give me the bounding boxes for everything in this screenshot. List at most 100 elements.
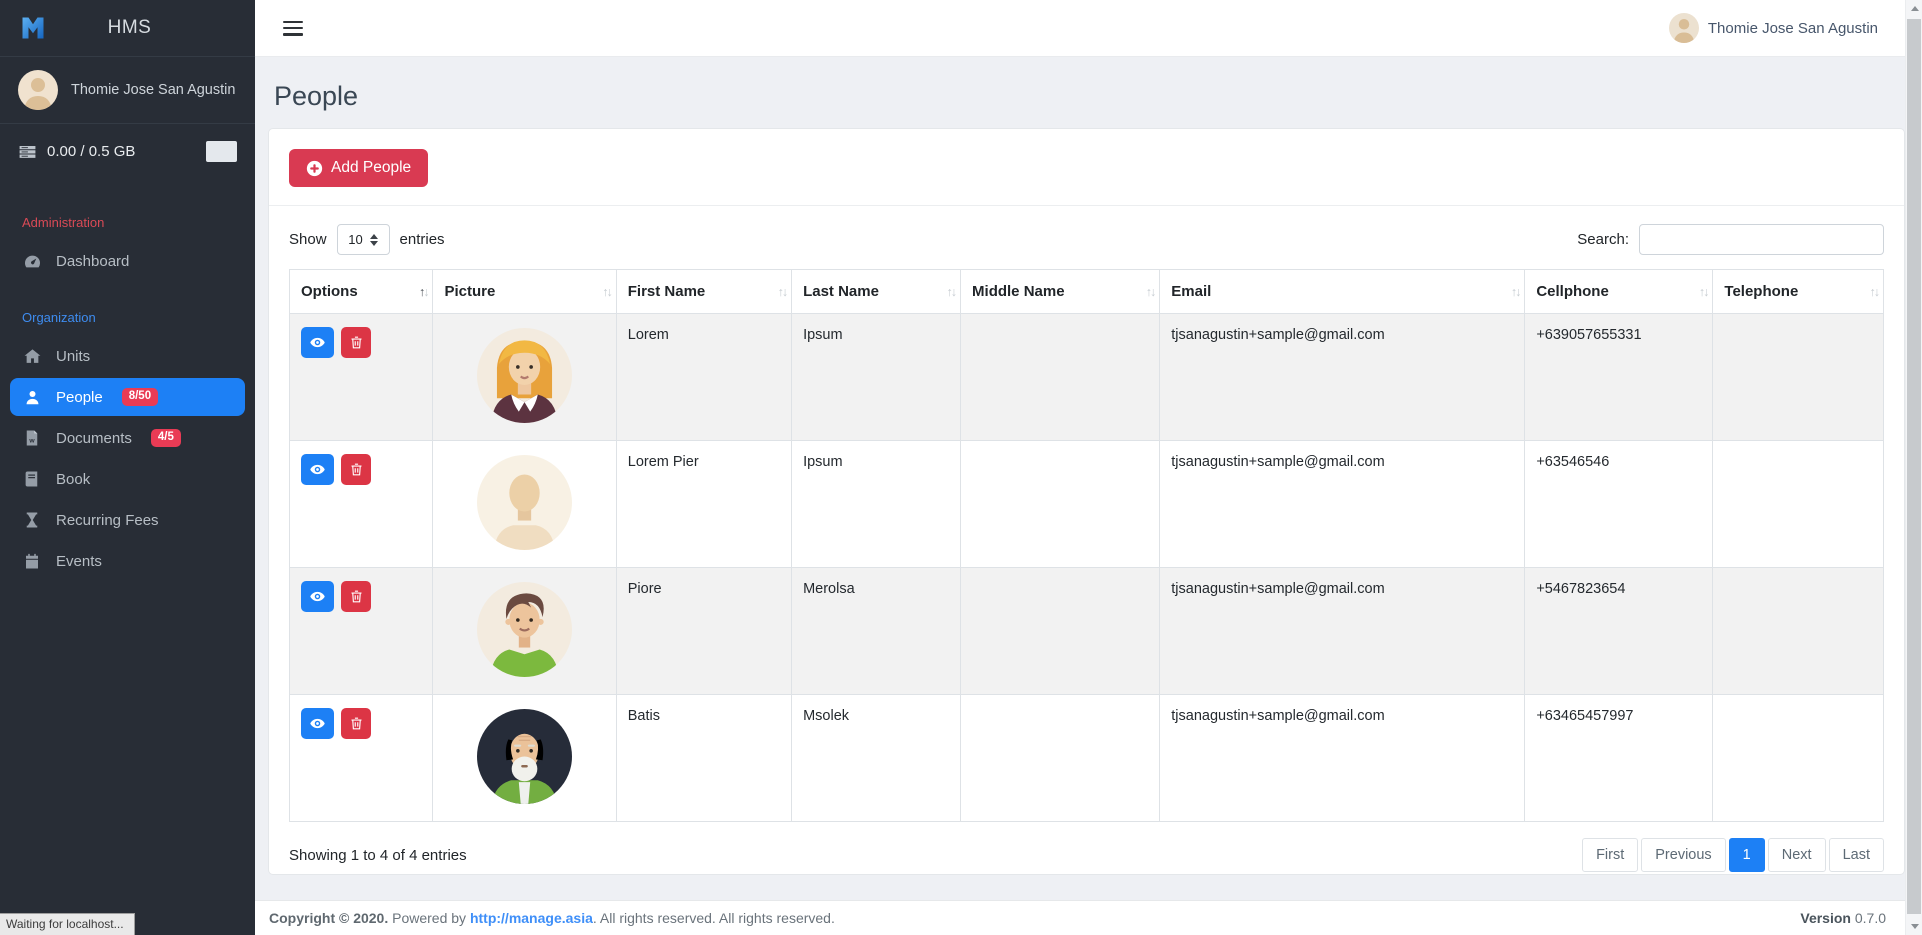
cell-telephone bbox=[1712, 440, 1884, 568]
browser-status-bar: Waiting for localhost... bbox=[0, 913, 135, 935]
table-footer: Showing 1 to 4 of 4 entries First Previo… bbox=[289, 838, 1884, 872]
column-header-email[interactable]: Email ↑↓ bbox=[1159, 269, 1526, 314]
scrollbar-thumb[interactable] bbox=[1907, 19, 1921, 914]
page-content: People Add People Show 10 entries bbox=[255, 57, 1922, 900]
topbar-user-menu[interactable]: Thomie Jose San Agustin bbox=[1668, 13, 1878, 43]
delete-button[interactable] bbox=[341, 581, 371, 612]
profile-picture bbox=[477, 328, 573, 423]
sidebar-item-dashboard[interactable]: Dashboard bbox=[0, 242, 255, 280]
cell-first-name: Batis bbox=[615, 694, 793, 822]
column-header-picture[interactable]: Picture ↑↓ bbox=[432, 269, 617, 314]
sidebar-item-label: Documents bbox=[56, 429, 132, 447]
column-header-last-name[interactable]: Last Name ↑↓ bbox=[791, 269, 962, 314]
app-footer: Copyright © 2020. Powered by http://mana… bbox=[255, 900, 1922, 935]
cell-last-name: Ipsum bbox=[791, 440, 962, 568]
pagination-first-button[interactable]: First bbox=[1582, 838, 1639, 872]
trash-icon bbox=[349, 335, 364, 350]
sidebar-item-units[interactable]: Units bbox=[0, 337, 255, 375]
cell-last-name: Merolsa bbox=[791, 567, 962, 695]
sort-icon: ↑↓ bbox=[946, 284, 958, 299]
trash-icon bbox=[349, 589, 364, 604]
view-button[interactable] bbox=[301, 454, 334, 485]
search-control: Search: bbox=[1577, 224, 1884, 255]
menu-toggle-icon[interactable] bbox=[283, 20, 303, 36]
column-header-options[interactable]: Options ↑↓ bbox=[288, 269, 434, 314]
plus-circle-icon bbox=[306, 160, 323, 177]
pagination-previous-button[interactable]: Previous bbox=[1641, 838, 1726, 872]
column-header-first-name[interactable]: First Name ↑↓ bbox=[615, 269, 793, 314]
app-logo-icon bbox=[18, 13, 48, 43]
profile-picture bbox=[477, 582, 573, 677]
word-file-icon: w bbox=[22, 429, 42, 447]
column-header-telephone[interactable]: Telephone ↑↓ bbox=[1712, 269, 1884, 314]
trash-icon bbox=[349, 716, 364, 731]
cell-telephone bbox=[1712, 694, 1884, 822]
cell-first-name: Lorem bbox=[615, 313, 793, 441]
sidebar-item-documents[interactable]: w Documents 4/5 bbox=[0, 419, 255, 457]
page-size-select[interactable]: 10 bbox=[336, 224, 390, 255]
manage-asia-link[interactable]: http://manage.asia bbox=[469, 910, 593, 926]
section-organization: Organization bbox=[22, 310, 96, 325]
sidebar-user[interactable]: Thomie Jose San Agustin bbox=[0, 57, 255, 124]
footer-version: Version 0.7.0 bbox=[1800, 910, 1886, 926]
column-header-middle-name[interactable]: Middle Name ↑↓ bbox=[960, 269, 1161, 314]
person-icon bbox=[22, 388, 42, 407]
view-button[interactable] bbox=[301, 708, 334, 739]
sidebar-item-label: Events bbox=[56, 552, 102, 570]
sidebar-item-book[interactable]: Book bbox=[0, 460, 255, 498]
avatar bbox=[18, 70, 58, 110]
trash-icon bbox=[349, 462, 364, 477]
people-table: Options ↑↓ Picture ↑↓ First Name ↑↓ Last Na… bbox=[288, 269, 1884, 822]
table-header-row: Options ↑↓ Picture ↑↓ First Name ↑↓ Last Na… bbox=[288, 269, 1884, 314]
pagination: First Previous 1 Next Last bbox=[1582, 838, 1884, 872]
table-row: Piore Merolsa tjsanagustin+sample@gmail.… bbox=[288, 567, 1884, 695]
sort-icon: ↑↓ bbox=[602, 284, 613, 299]
view-button[interactable] bbox=[301, 327, 334, 358]
cell-middle-name bbox=[960, 440, 1161, 568]
sort-icon: ↑↓ bbox=[418, 284, 430, 299]
brand-bar: HMS bbox=[0, 0, 255, 57]
column-header-cellphone[interactable]: Cellphone ↑↓ bbox=[1524, 269, 1714, 314]
sidebar-user-name: Thomie Jose San Agustin bbox=[71, 82, 236, 98]
vertical-scrollbar[interactable] bbox=[1905, 0, 1922, 935]
pagination-last-button[interactable]: Last bbox=[1828, 838, 1884, 872]
sidebar-item-label: Recurring Fees bbox=[56, 511, 159, 529]
divider bbox=[269, 205, 1904, 206]
select-arrows-icon bbox=[369, 233, 378, 246]
delete-button[interactable] bbox=[341, 327, 371, 358]
search-input[interactable] bbox=[1639, 224, 1884, 255]
add-people-button[interactable]: Add People bbox=[289, 149, 429, 187]
eye-icon bbox=[309, 715, 326, 732]
eye-icon bbox=[309, 461, 326, 478]
sidebar-item-label: Dashboard bbox=[56, 252, 130, 270]
profile-picture bbox=[477, 709, 573, 804]
storage-progress bbox=[206, 141, 237, 162]
sort-icon: ↑↓ bbox=[1869, 284, 1881, 299]
delete-button[interactable] bbox=[341, 454, 371, 485]
storage-usage: 0.00 / 0.5 GB bbox=[0, 124, 255, 179]
scroll-down-arrow-icon[interactable] bbox=[1906, 918, 1922, 935]
cell-cellphone: +63546546 bbox=[1524, 440, 1714, 568]
table-row: Lorem Ipsum tjsanagustin+sample@gmail.co… bbox=[288, 313, 1884, 441]
page-title: People bbox=[274, 81, 359, 111]
documents-count-badge: 4/5 bbox=[150, 429, 181, 447]
people-card: Add People Show 10 entries Search: bbox=[268, 128, 1905, 875]
sidebar-item-events[interactable]: Events bbox=[0, 542, 255, 580]
pagination-page-1-button[interactable]: 1 bbox=[1728, 838, 1765, 872]
show-label: Show bbox=[289, 231, 327, 248]
scroll-up-arrow-icon[interactable] bbox=[1906, 0, 1922, 17]
cell-email: tjsanagustin+sample@gmail.com bbox=[1159, 440, 1526, 568]
table-row: Lorem Pier Ipsum tjsanagustin+sample@gma… bbox=[288, 440, 1884, 568]
view-button[interactable] bbox=[301, 581, 334, 612]
sidebar: HMS Thomie Jose San Agustin 0.00 / 0.5 G… bbox=[0, 0, 255, 935]
delete-button[interactable] bbox=[341, 708, 371, 739]
cell-email: tjsanagustin+sample@gmail.com bbox=[1159, 694, 1526, 822]
table-info: Showing 1 to 4 of 4 entries bbox=[289, 846, 467, 864]
avatar bbox=[1668, 13, 1699, 43]
entries-label: entries bbox=[399, 231, 445, 248]
pagination-next-button[interactable]: Next bbox=[1767, 838, 1826, 872]
sidebar-item-recurring-fees[interactable]: Recurring Fees bbox=[0, 501, 255, 539]
cell-first-name: Piore bbox=[615, 567, 793, 695]
sidebar-item-people[interactable]: People 8/50 bbox=[10, 378, 245, 416]
people-count-badge: 8/50 bbox=[121, 388, 159, 406]
